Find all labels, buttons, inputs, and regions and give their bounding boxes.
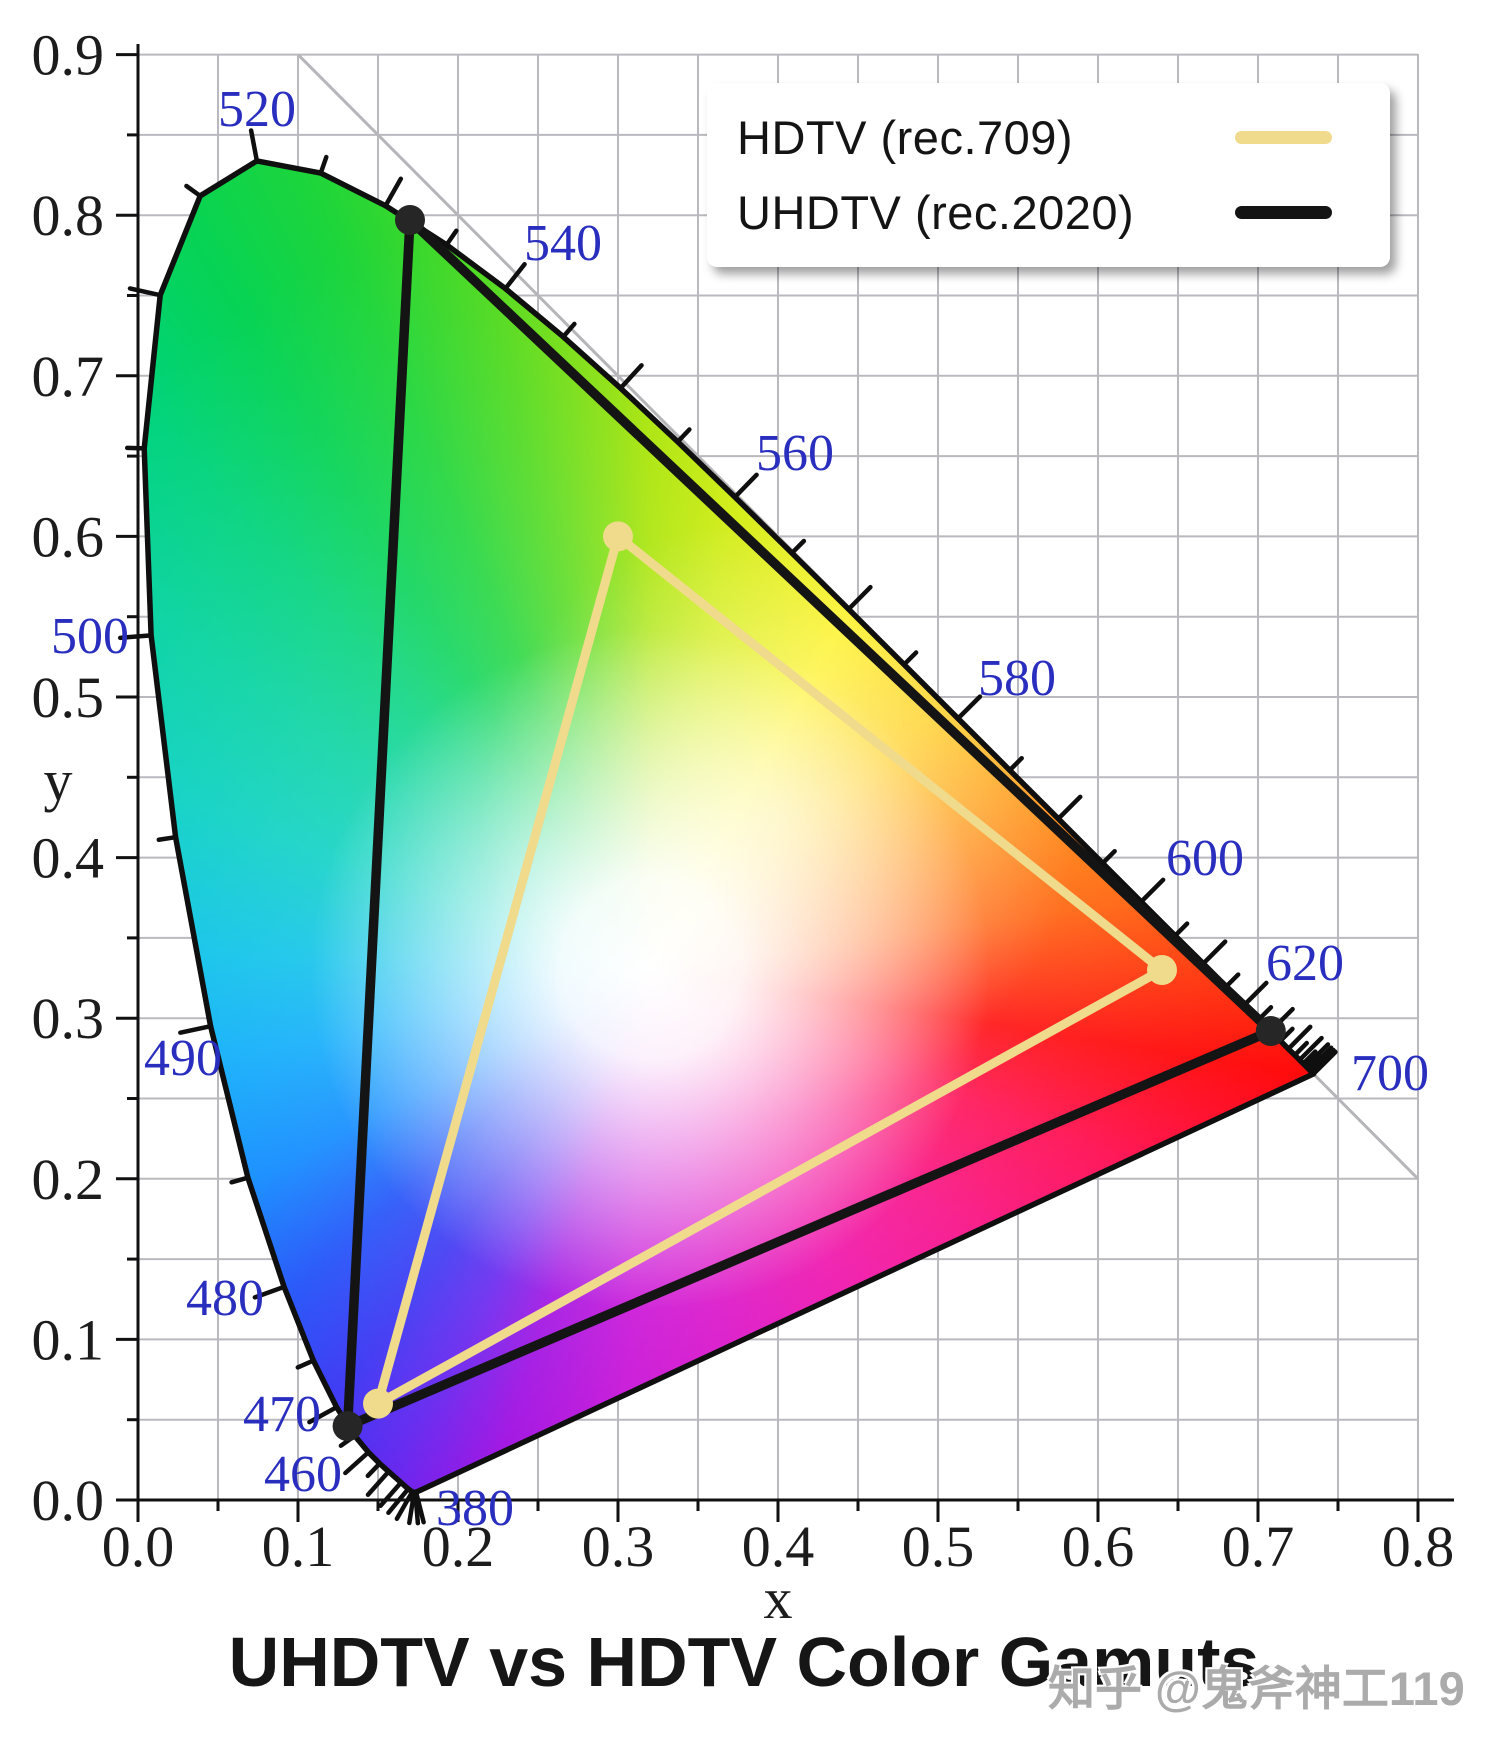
wavelength-tick-640 (1286, 1024, 1313, 1052)
wavelength-tick-440 (378, 1480, 404, 1509)
legend-item-uhdtv: UHDTV (rec.2020) (737, 185, 1360, 240)
wavelength-tick-460 (343, 1450, 371, 1476)
y-tick-label: 0.8 (32, 183, 105, 248)
legend: HDTV (rec.709) UHDTV (rec.2020) (707, 83, 1390, 267)
y-tick-label: 0.0 (32, 1468, 105, 1533)
wavelength-tick-650 (1297, 1035, 1324, 1063)
wavelength-label-580: 580 (978, 650, 1056, 707)
y-tick-label: 0.5 (32, 665, 105, 730)
wavelength-tick-470 (307, 1404, 339, 1425)
wavelength-label-540: 540 (524, 215, 602, 272)
wavelength-tick-655 (1301, 1049, 1318, 1066)
wavelength-label-480: 480 (186, 1270, 264, 1327)
wavelength-label-600: 600 (1166, 830, 1244, 887)
spectral-locus-outline (141, 158, 1317, 1496)
wavelength-tick-545 (561, 321, 577, 340)
wavelength-tick-580 (955, 694, 983, 721)
y-tick-label: 0.3 (32, 986, 105, 1051)
wavelength-label-520: 520 (218, 81, 296, 138)
wavelength-tick-475 (295, 1358, 316, 1370)
vertex-dot-rec709 (363, 1388, 393, 1419)
wavelength-tick-700 (1311, 1049, 1338, 1077)
wavelength-label-500: 500 (51, 608, 129, 665)
wavelength-tick-645 (1292, 1040, 1310, 1058)
wavelength-tick-500 (117, 633, 154, 641)
x-tick-label: 0.7 (1222, 1514, 1295, 1579)
x-tick-label: 0.6 (1062, 1514, 1135, 1579)
wavelength-tick-600 (1138, 877, 1166, 905)
wavelength-tick-560 (732, 472, 759, 500)
legend-item-hdtv: HDTV (rec.709) (737, 110, 1360, 165)
wavelength-tick-485 (229, 1175, 251, 1185)
wavelength-tick-490 (178, 1023, 213, 1035)
wavelength-tick-480 (252, 1284, 287, 1300)
wavelength-tick-570 (846, 584, 873, 612)
wavelength-tick-575 (901, 650, 919, 667)
wavelength-tick-525 (318, 154, 329, 176)
wavelength-label-700: 700 (1351, 1045, 1429, 1102)
x-axis-label: x (764, 1566, 793, 1631)
wavelength-tick-595 (1100, 848, 1117, 866)
wavelength-tick-585 (1007, 755, 1024, 773)
x-tick-label: 0.8 (1382, 1514, 1455, 1579)
wavelength-tick-420 (394, 1489, 415, 1521)
wavelength-label-470: 470 (243, 1386, 321, 1443)
vertex-dot-rec709 (603, 521, 633, 552)
y-tick-label: 0.4 (32, 826, 105, 891)
legend-swatch-uhdtv (1235, 206, 1332, 220)
legend-swatch-hdtv (1235, 130, 1332, 144)
x-tick-label: 0.3 (582, 1514, 655, 1579)
wavelength-tick-590 (1056, 794, 1083, 821)
wavelength-tick-605 (1172, 921, 1190, 938)
wavelength-label-490: 490 (144, 1030, 222, 1087)
wavelength-tick-430 (386, 1486, 411, 1516)
wavelength-tick-550 (618, 363, 644, 391)
wavelength-label-620: 620 (1266, 935, 1344, 992)
wavelength-tick-535 (444, 228, 459, 248)
wavelength-tick-515 (184, 183, 203, 199)
y-tick-label: 0.6 (32, 504, 105, 569)
vertex-dot-rec2020 (1255, 1016, 1286, 1047)
gamut-triangle-uhdtv-rec2020 (342, 215, 1276, 1431)
watermark: 知乎 @鬼斧神工119 (1048, 1662, 1465, 1715)
y-tick-label: 0.7 (32, 344, 105, 409)
wavelength-tick-565 (789, 538, 807, 556)
x-tick-label: 0.1 (262, 1514, 335, 1579)
wavelength-tick-455 (365, 1461, 382, 1479)
wavelength-tick-540 (503, 262, 527, 291)
x-tick-label: 0.0 (102, 1514, 175, 1579)
wavelength-tick-620 (1242, 980, 1269, 1008)
wavelength-tick-410 (407, 1490, 417, 1526)
wavelength-label-460: 460 (264, 1446, 342, 1503)
gamut-triangle-hdtv-rec709 (373, 531, 1167, 1409)
vertex-dot-rec2020 (395, 205, 425, 236)
wavelength-tick-555 (675, 427, 692, 445)
wavelength-tick-400 (413, 1490, 421, 1526)
wavelength-tick-520 (248, 128, 260, 164)
vertex-dot-rec2020 (332, 1411, 363, 1442)
y-tick-label: 0.1 (32, 1307, 105, 1372)
x-tick-label: 0.5 (902, 1514, 975, 1579)
vertex-dot-rec709 (1147, 955, 1177, 986)
legend-label-hdtv: HDTV (rec.709) (737, 110, 1074, 164)
wavelength-tick-450 (365, 1469, 391, 1498)
x-tick-label: 0.2 (422, 1514, 495, 1579)
wavelength-tick-660 (1303, 1042, 1331, 1069)
y-tick-label: 0.9 (32, 23, 105, 88)
y-tick-label: 0.2 (32, 1147, 105, 1212)
wavelength-tick-610 (1201, 939, 1228, 966)
wavelength-tick-530 (383, 176, 404, 208)
wavelength-tick-510 (127, 286, 163, 298)
chart-title: UHDTV vs HDTV Color Gamuts (228, 1623, 1260, 1701)
wavelength-label-380: 380 (436, 1480, 514, 1537)
wavelength-tick-495 (156, 834, 178, 843)
x-tick-label: 0.4 (742, 1514, 815, 1579)
y-axis-label: y (44, 748, 73, 813)
legend-label-uhdtv: UHDTV (rec.2020) (737, 186, 1135, 240)
wavelength-label-560: 560 (756, 425, 834, 482)
